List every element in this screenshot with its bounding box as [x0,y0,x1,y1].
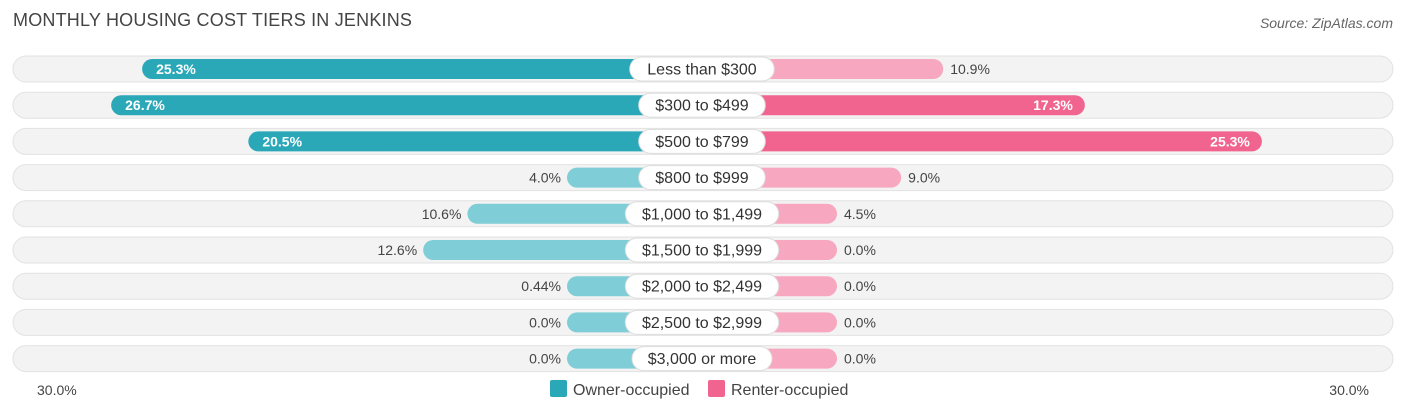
row-6: 0.44% 0.0% $2,000 to $2,499 [12,272,1394,300]
owner-value-label: 0.44% [521,278,561,294]
category-pill [638,128,766,154]
category-pill [631,346,773,372]
legend: Owner-occupied Renter-occupied [550,380,848,399]
row-0: 25.3% 10.9% Less than $300 [12,55,1394,83]
renter-bar [702,95,1085,116]
axis-label-left: 30.0% [37,382,77,398]
owner-value-label: 4.0% [529,170,561,186]
owner-value-label: 0.0% [529,351,561,367]
category-label: $3,000 or more [648,351,757,368]
owner-value-label: 20.5% [262,133,302,149]
renter-value-label: 0.0% [844,314,876,330]
category-pill [624,201,780,227]
renter-value-label: 10.9% [950,61,990,77]
legend-label-owner: Owner-occupied [573,382,690,399]
renter-value-label: 0.0% [844,351,876,367]
row-8: 0.0% 0.0% $3,000 or more [12,345,1394,373]
renter-value-label: 9.0% [908,170,940,186]
category-label: $500 to $799 [655,134,749,151]
owner-bar [142,59,703,79]
category-label: Less than $300 [647,62,757,79]
axis-label-right: 30.0% [1329,382,1369,398]
legend-swatch-renter [708,380,725,397]
category-label: $1,500 to $1,999 [642,243,762,260]
category-label: $800 to $999 [655,170,749,187]
row-7: 0.0% 0.0% $2,500 to $2,999 [12,308,1394,336]
category-pill [624,309,780,335]
category-label: $2,000 to $2,499 [642,279,762,296]
owner-value-label: 26.7% [125,97,165,113]
owner-value-label: 10.6% [422,206,462,222]
renter-value-label: 0.0% [844,242,876,258]
category-pill [638,165,766,191]
renter-value-label: 25.3% [1210,133,1250,149]
owner-bar [111,95,702,116]
renter-value-label: 0.0% [844,278,876,294]
owner-value-label: 0.0% [529,314,561,330]
owner-value-label: 25.3% [156,61,196,77]
row-2: 20.5% 25.3% $500 to $799 [12,127,1394,155]
category-pill [629,56,775,82]
chart-source: Source: ZipAtlas.com [1259,15,1393,31]
row-1: 26.7% 17.3% $300 to $499 [12,91,1394,119]
legend-swatch-owner [550,380,567,397]
category-label: $300 to $499 [655,98,749,115]
chart-title: MONTHLY HOUSING COST TIERS IN JENKINS [13,10,413,30]
legend-label-renter: Renter-occupied [731,382,848,399]
renter-bar [702,131,1262,152]
row-3: 4.0% 9.0% $800 to $999 [12,164,1394,192]
category-pill [624,237,780,263]
owner-value-label: 12.6% [377,242,417,258]
renter-value-label: 4.5% [844,206,876,222]
category-pill [638,92,766,118]
category-pill [624,273,780,299]
category-label: $1,000 to $1,499 [642,206,762,223]
row-5: 12.6% 0.0% $1,500 to $1,999 [12,236,1394,264]
renter-value-label: 17.3% [1033,97,1073,113]
owner-bar [248,131,702,152]
row-4: 10.6% 4.5% $1,000 to $1,499 [12,200,1394,228]
category-label: $2,500 to $2,999 [642,315,762,332]
